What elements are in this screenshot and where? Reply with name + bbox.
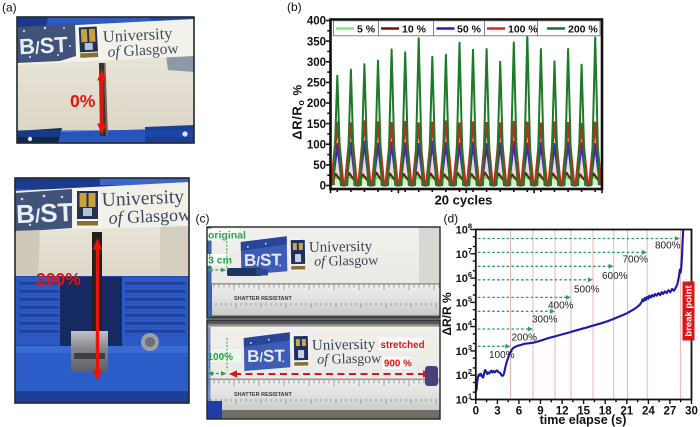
svg-text:0: 0 (320, 181, 326, 193)
svg-text:20 cycles: 20 cycles (435, 193, 493, 208)
svg-text:350: 350 (307, 36, 326, 48)
svg-text:(a): (a) (2, 1, 17, 15)
svg-text:300%: 300% (532, 315, 558, 326)
svg-text:108: 108 (456, 222, 472, 237)
svg-text:24: 24 (642, 406, 655, 418)
svg-text:3: 3 (494, 406, 500, 418)
svg-text:102: 102 (456, 367, 472, 382)
svg-text:800%: 800% (655, 241, 681, 252)
svg-text:15: 15 (577, 406, 590, 418)
svg-text:ΔR/R %: ΔR/R % (440, 292, 454, 336)
svg-text:original: original (208, 230, 246, 242)
svg-text:of Glasgow: of Glasgow (317, 352, 382, 368)
svg-text:107: 107 (456, 246, 472, 261)
svg-text:21: 21 (620, 406, 633, 418)
svg-text:50 %: 50 % (457, 24, 482, 36)
svg-text:200%: 200% (512, 333, 538, 344)
svg-text:stretched: stretched (381, 340, 425, 351)
svg-text:University: University (102, 23, 173, 46)
svg-text:9: 9 (537, 406, 543, 418)
svg-text:104: 104 (456, 319, 473, 334)
svg-text:10 %: 10 % (402, 24, 427, 36)
svg-text:0: 0 (473, 406, 479, 418)
svg-text:103: 103 (456, 343, 472, 358)
svg-text:100%: 100% (489, 350, 515, 361)
svg-text:200 %: 200 % (568, 24, 598, 36)
svg-text:600%: 600% (602, 271, 628, 282)
svg-text:50: 50 (313, 160, 326, 172)
svg-text:B/ST: B/ST (244, 250, 283, 270)
svg-text:SHATTER RESISTANT: SHATTER RESISTANT (234, 392, 292, 398)
svg-text:break point: break point (683, 285, 694, 337)
svg-text:5 %: 5 % (357, 24, 376, 36)
svg-text:700%: 700% (623, 255, 649, 266)
svg-text:0%: 0% (70, 91, 96, 111)
svg-text:100 %: 100 % (508, 24, 538, 36)
svg-text:105: 105 (456, 294, 472, 309)
svg-text:University: University (309, 239, 373, 256)
svg-text:27: 27 (664, 406, 677, 418)
svg-text:100%: 100% (208, 352, 234, 363)
svg-text:of Glasgow: of Glasgow (107, 40, 180, 61)
svg-text:250: 250 (307, 78, 326, 90)
svg-text:12: 12 (556, 406, 569, 418)
svg-text:101: 101 (456, 392, 472, 407)
svg-text:400: 400 (307, 16, 326, 28)
svg-text:500%: 500% (574, 285, 600, 296)
svg-text:University: University (312, 337, 376, 354)
svg-text:(b): (b) (287, 0, 302, 14)
svg-text:B/ST: B/ST (16, 197, 75, 229)
svg-text:30: 30 (685, 406, 698, 418)
svg-text:150: 150 (307, 119, 326, 131)
svg-text:900 %: 900 % (384, 359, 412, 370)
svg-text:(d): (d) (444, 212, 459, 226)
svg-text:time elapse (s): time elapse (s) (540, 413, 627, 427)
svg-text:of Glasgow: of Glasgow (314, 254, 379, 270)
svg-text:100: 100 (307, 139, 326, 151)
svg-text:ΔR/Ro %: ΔR/Ro % (290, 84, 307, 139)
svg-text:University: University (101, 187, 184, 212)
svg-text:18: 18 (599, 406, 612, 418)
svg-text:106: 106 (456, 270, 472, 285)
svg-text:200%: 200% (36, 269, 81, 289)
svg-text:300: 300 (307, 57, 326, 69)
svg-text:6: 6 (516, 406, 522, 418)
svg-text:B/ST: B/ST (18, 32, 69, 60)
svg-text:(c): (c) (196, 212, 210, 226)
svg-text:of Glasgow: of Glasgow (108, 204, 191, 228)
svg-text:200: 200 (307, 98, 326, 110)
svg-text:400%: 400% (548, 301, 574, 312)
svg-text:SHATTER RESISTANT: SHATTER RESISTANT (234, 296, 292, 302)
svg-text:3 cm: 3 cm (208, 255, 232, 267)
svg-text:B/ST: B/ST (247, 346, 286, 366)
